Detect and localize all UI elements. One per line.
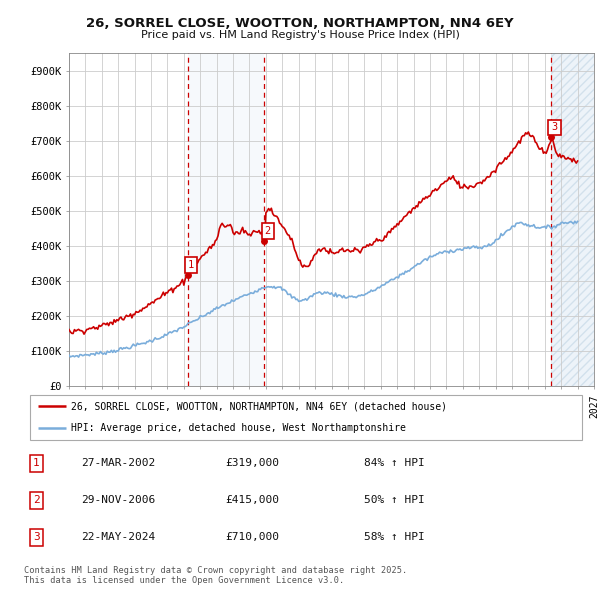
Bar (188, 53, 265, 386)
Text: 50% ↑ HPI: 50% ↑ HPI (364, 496, 424, 506)
Text: 58% ↑ HPI: 58% ↑ HPI (364, 532, 424, 542)
Text: 1: 1 (33, 458, 40, 468)
Text: 26, SORREL CLOSE, WOOTTON, NORTHAMPTON, NN4 6EY: 26, SORREL CLOSE, WOOTTON, NORTHAMPTON, … (86, 17, 514, 30)
Text: 84% ↑ HPI: 84% ↑ HPI (364, 458, 424, 468)
Text: 29-NOV-2006: 29-NOV-2006 (82, 496, 155, 506)
Text: Contains HM Land Registry data © Crown copyright and database right 2025.
This d: Contains HM Land Registry data © Crown c… (24, 566, 407, 585)
Text: 3: 3 (33, 532, 40, 542)
Text: £415,000: £415,000 (226, 496, 280, 506)
Text: £319,000: £319,000 (226, 458, 280, 468)
FancyBboxPatch shape (30, 395, 582, 440)
Text: 2: 2 (33, 496, 40, 506)
Text: HPI: Average price, detached house, West Northamptonshire: HPI: Average price, detached house, West… (71, 424, 406, 434)
Text: 22-MAY-2024: 22-MAY-2024 (82, 532, 155, 542)
Bar (551, 53, 594, 386)
Bar (551, 53, 594, 386)
Text: 27-MAR-2002: 27-MAR-2002 (82, 458, 155, 468)
Text: 3: 3 (551, 123, 557, 133)
Text: Price paid vs. HM Land Registry's House Price Index (HPI): Price paid vs. HM Land Registry's House … (140, 30, 460, 40)
Text: 26, SORREL CLOSE, WOOTTON, NORTHAMPTON, NN4 6EY (detached house): 26, SORREL CLOSE, WOOTTON, NORTHAMPTON, … (71, 401, 448, 411)
Text: 1: 1 (188, 260, 194, 270)
Text: 2: 2 (265, 226, 271, 236)
Bar (551, 53, 594, 386)
Text: £710,000: £710,000 (226, 532, 280, 542)
